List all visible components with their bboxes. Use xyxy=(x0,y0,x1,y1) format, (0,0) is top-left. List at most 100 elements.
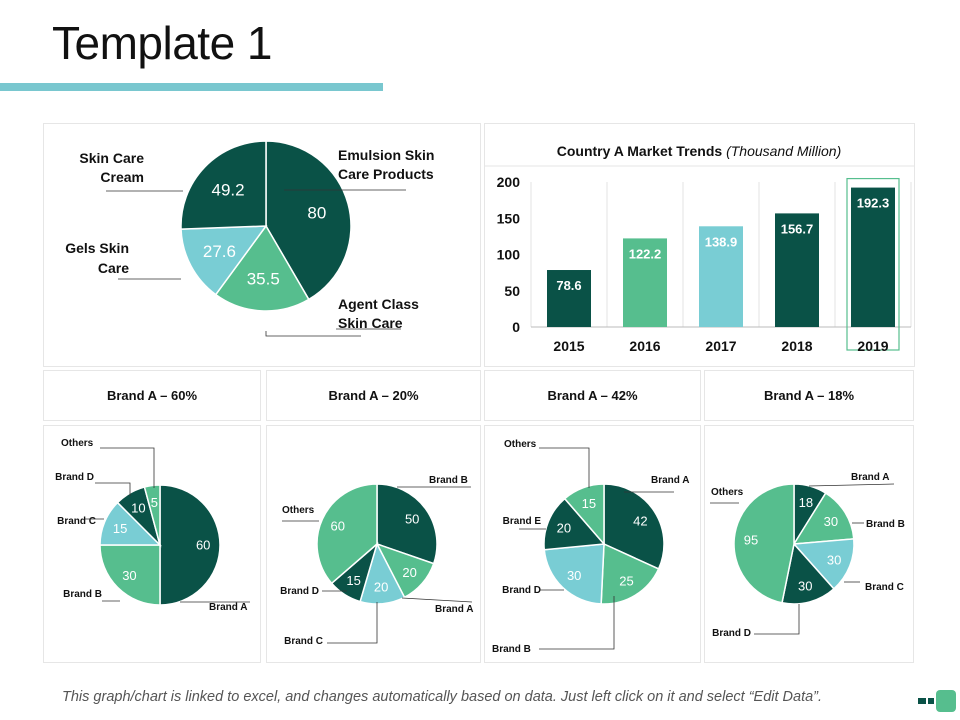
bar-2016 xyxy=(623,238,667,327)
leader-line xyxy=(808,483,895,487)
bar-2018 xyxy=(775,213,819,327)
pie-slice-others xyxy=(143,484,161,546)
brand-pie-chart-4: 18 30 30 30 95 Brand A Brand B Brand C Brand D Ot… xyxy=(710,472,905,639)
category-label: Brand B xyxy=(63,589,102,600)
pie-slice-emulsion-skin-care-products xyxy=(265,140,352,301)
brand-chart-3-header: Brand A – 42% xyxy=(484,370,701,421)
y-tick-label: 150 xyxy=(497,210,521,226)
pie-value-label: 10 xyxy=(131,500,145,515)
highlight-frame xyxy=(846,177,900,351)
leader-line xyxy=(401,597,473,603)
leader-line xyxy=(539,596,615,650)
pie-slice-others xyxy=(733,483,795,604)
brand-chart-1-title: Brand A – 60% xyxy=(106,388,198,403)
brand-chart-2-panel: 50 20 20 15 60 Brand B Brand A Brand C Brand D Ot… xyxy=(266,425,481,663)
pie-value-label: 30 xyxy=(122,568,136,583)
main-pie-panel: 80 35.5 27.6 49.2 Emulsion Skin Care Products… xyxy=(43,123,481,367)
pie-value-label: 15 xyxy=(346,573,360,588)
bar-value-label: 192.3 xyxy=(857,196,890,211)
pie-slice-brand-b xyxy=(99,544,161,606)
category-label: Brand B xyxy=(492,644,531,655)
pie-slice-others xyxy=(563,483,605,547)
pie-value-label: 50 xyxy=(405,512,419,527)
brand-chart-2-header: Brand A – 20% xyxy=(266,370,481,421)
category-label: Others xyxy=(282,505,315,516)
pie-value-label: 95 xyxy=(744,532,758,547)
leader-line xyxy=(100,447,155,488)
pie-value-label: 25 xyxy=(619,574,633,589)
category-label: Brand C xyxy=(57,516,96,527)
bar-value-label: 78.6 xyxy=(556,278,581,293)
pie-slice-skin-care-cream xyxy=(180,140,267,230)
x-tick-label: 2018 xyxy=(781,338,812,354)
category-label: Brand A xyxy=(435,604,474,615)
brand-pie-chart-2: 50 20 20 15 60 Brand B Brand A Brand C Brand D Ot… xyxy=(280,475,474,647)
category-label: Agent Class xyxy=(338,296,419,312)
category-label: Brand D xyxy=(712,628,751,639)
category-label: Brand A xyxy=(851,472,890,483)
category-label: Others xyxy=(504,439,537,450)
pie-value-label: 60 xyxy=(196,538,210,553)
category-label: Care Products xyxy=(338,166,434,182)
pie-value-label: 30 xyxy=(827,553,841,568)
brand-chart-1-header: Brand A – 60% xyxy=(43,370,261,421)
category-label: Brand D xyxy=(502,585,541,596)
leader-line xyxy=(539,447,590,488)
pie-value-label: 18 xyxy=(799,495,813,510)
leader-line xyxy=(754,604,800,635)
bar-2015 xyxy=(547,270,591,327)
brand-chart-2-title: Brand A – 20% xyxy=(328,388,419,403)
category-label: Care xyxy=(98,260,129,276)
category-label: Brand A xyxy=(651,475,690,486)
pie-value-label: 15 xyxy=(113,521,127,536)
pie-value-label: 80 xyxy=(307,203,326,222)
x-tick-label: 2016 xyxy=(629,338,660,354)
category-label: Gels Skin xyxy=(65,240,129,256)
y-tick-label: 0 xyxy=(512,319,520,335)
pie-value-label: 49.2 xyxy=(212,181,245,200)
market-trends-bar-chart: Country A Market Trends (Thousand Millio… xyxy=(485,143,914,354)
bar-chart-panel: Country A Market Trends (Thousand Millio… xyxy=(484,123,915,367)
y-tick-label: 50 xyxy=(504,283,520,299)
pie-value-label: 20 xyxy=(374,580,388,595)
category-label: Skin Care xyxy=(79,150,144,166)
x-tick-label: 2015 xyxy=(553,338,584,354)
category-label: Emulsion Skin xyxy=(338,147,434,163)
category-label: Skin Care xyxy=(338,315,403,331)
brand-pie-chart-1: 60 30 15 10 5 Brand A Brand B Brand C Brand D Oth… xyxy=(55,438,250,613)
leader-line xyxy=(265,331,361,337)
pie-slice-brand-b xyxy=(600,542,660,605)
pie-value-label: 30 xyxy=(798,578,812,593)
pie-value-label: 30 xyxy=(567,568,581,583)
y-tick-label: 200 xyxy=(497,174,521,190)
category-label: Brand C xyxy=(284,636,323,647)
x-tick-label: 2017 xyxy=(705,338,736,354)
category-label: Cream xyxy=(100,169,144,185)
slide-nav-icon[interactable] xyxy=(916,688,960,714)
pie-value-label: 5 xyxy=(151,495,158,510)
leader-line xyxy=(95,482,131,496)
brand-chart-3-panel: 42 25 30 20 15 Brand A Brand B Brand D Brand E Ot… xyxy=(484,425,701,663)
pie-slice-brand-b xyxy=(792,492,855,545)
pie-slice-brand-a xyxy=(159,484,221,606)
pie-slice-brand-d xyxy=(543,543,605,605)
pie-value-label: 35.5 xyxy=(247,270,280,289)
leader-line xyxy=(327,602,378,644)
pie-slice-others xyxy=(316,483,378,585)
pie-slice-brand-e xyxy=(543,497,606,551)
brand-chart-1-panel: 60 30 15 10 5 Brand A Brand B Brand C Brand D Oth… xyxy=(43,425,261,663)
bar-value-label: 156.7 xyxy=(781,221,814,236)
pie-slice-agent-class-skin-care xyxy=(214,224,310,312)
category-label: Brand C xyxy=(865,582,904,593)
category-label: Others xyxy=(61,438,94,449)
category-label: Brand B xyxy=(429,475,468,486)
pie-value-label: 20 xyxy=(402,565,416,580)
main-pie-chart: 80 35.5 27.6 49.2 Emulsion Skin Care Products… xyxy=(65,140,434,337)
pie-value-label: 30 xyxy=(824,514,838,529)
pie-value-label: 42 xyxy=(633,513,647,528)
category-label: Brand E xyxy=(503,516,542,527)
brand-chart-3-title: Brand A – 42% xyxy=(547,388,638,403)
pie-value-label: 27.6 xyxy=(203,242,236,261)
title-accent-bar xyxy=(0,83,383,91)
pie-slice-brand-c xyxy=(792,538,855,590)
